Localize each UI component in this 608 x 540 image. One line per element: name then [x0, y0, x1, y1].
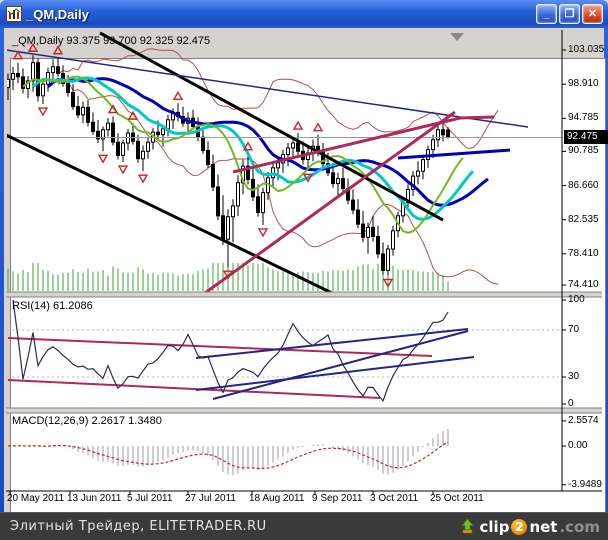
upload-arrow-icon	[460, 518, 474, 534]
axis-tick-label: -3.9489	[568, 478, 602, 490]
brand-clip: clip	[479, 517, 510, 536]
axis-tick-label: 100	[568, 294, 585, 305]
axis-tick-label: 82.535	[568, 213, 599, 225]
axis-tick-label: 90.785	[568, 145, 599, 157]
axis-tick-label: 0.00	[568, 440, 588, 451]
symbol-ohlc-label: _QM,Daily 93.375 93.700 92.325 92.475	[12, 35, 211, 47]
axis-tick-label: 78.410	[568, 247, 599, 259]
macd-label: MACD(12,26,9) 2.2617 1.3480	[12, 415, 162, 427]
axis-tick-label: 13 Jun 2011	[67, 493, 122, 504]
axis-tick-label: 0	[568, 398, 574, 409]
chart-area[interactable]	[10, 58, 606, 533]
close-button[interactable]: ✕	[582, 4, 603, 24]
axis-tick-label: 94.785	[568, 112, 599, 124]
maximize-button[interactable]: ❐	[559, 4, 580, 24]
current-price-badge: 92.475	[564, 130, 608, 144]
axis-tick-label: 3 Oct 2011	[370, 493, 419, 504]
site-credit: Элитный Трейдер, ELITETRADER.RU	[10, 519, 267, 534]
axis-tick-label: 70	[568, 324, 580, 335]
axis-tick-label: 86.660	[568, 179, 599, 191]
window-title: _QM,Daily	[26, 6, 89, 22]
axis-tick-label: 98.910	[568, 78, 599, 90]
window-border-right	[604, 28, 608, 513]
clip2net-logo[interactable]: clip 2 net .com	[459, 518, 600, 536]
title-bar[interactable]: _QM,Daily _ ❐ ✕	[0, 0, 608, 28]
minimize-button[interactable]: _	[536, 4, 557, 24]
axis-tick-label: 27 Jul 2011	[185, 493, 236, 504]
axis-tick-label: 18 Aug 2011	[249, 493, 305, 504]
axis-tick-label: 20 May 2011	[7, 493, 65, 504]
window-border-left	[0, 28, 4, 513]
axis-tick-label: 103.035	[568, 44, 605, 55]
axis-tick-label: 30	[568, 371, 580, 382]
window-client-area	[4, 28, 606, 533]
brand-tld: .com	[559, 517, 600, 536]
brand-net: net	[529, 517, 558, 536]
watermark-bar: Элитный Трейдер, ELITETRADER.RU clip 2 net…	[0, 512, 608, 540]
axis-tick-label: 5 Jul 2011	[127, 493, 173, 504]
axis-tick-label: 25 Oct 2011	[430, 493, 484, 504]
brand-two-badge: 2	[511, 518, 528, 535]
chart-window-icon	[6, 6, 22, 22]
axis-tick-label: 2.5574	[568, 414, 599, 426]
axis-tick-label: 9 Sep 2011	[312, 493, 363, 504]
rsi-label: RSI(14) 61.2086	[12, 300, 93, 312]
axis-tick-label: 74.410	[568, 279, 599, 290]
